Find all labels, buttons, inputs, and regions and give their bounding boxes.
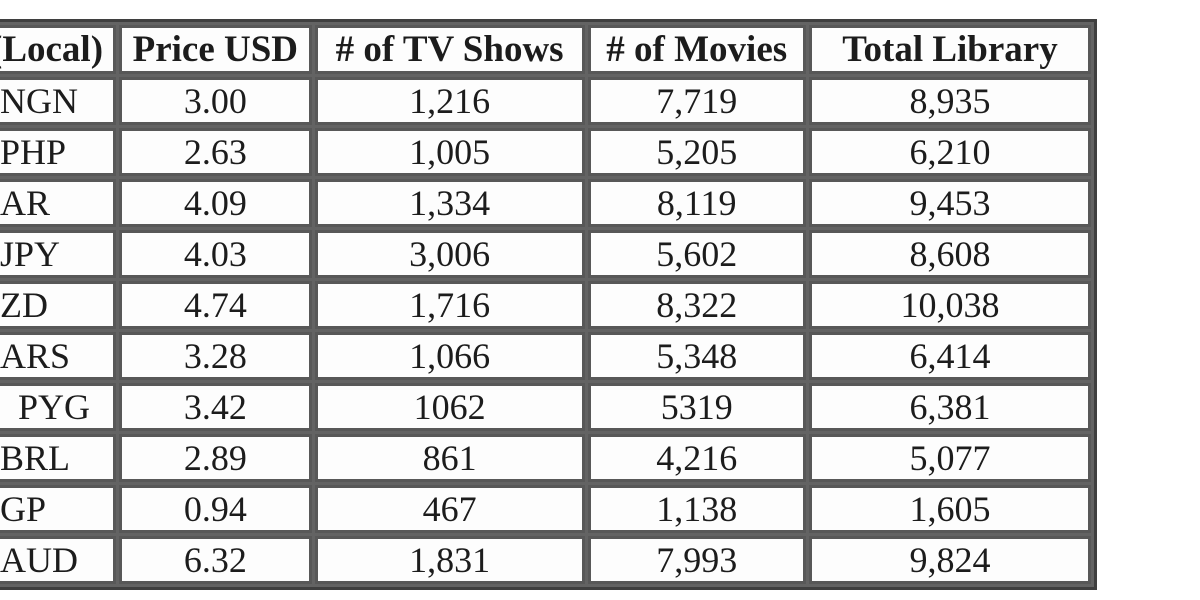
- tv-shows-cell: 1,716: [314, 281, 585, 329]
- table-row: PHP 2.63 1,005 5,205 6,210: [0, 128, 1091, 176]
- column-header-movies: # of Movies: [587, 25, 806, 74]
- table-row: ZD 4.74 1,716 8,322 10,038: [0, 281, 1091, 329]
- column-header-tv-shows: # of TV Shows: [314, 25, 585, 74]
- table-row: BRL 2.89 861 4,216 5,077: [0, 434, 1091, 482]
- movies-cell: 5319: [587, 383, 806, 431]
- total-library-cell: 6,210: [808, 128, 1091, 176]
- tv-shows-cell: 1,216: [314, 77, 585, 125]
- table-row: PYG 3.42 1062 5319 6,381: [0, 383, 1091, 431]
- currency-cell: JPY: [0, 230, 116, 278]
- price-usd-cell: 3.28: [118, 332, 312, 380]
- price-usd-cell: 4.74: [118, 281, 312, 329]
- movies-cell: 7,719: [587, 77, 806, 125]
- column-header-total-library: Total Library: [808, 25, 1091, 74]
- currency-cell: AR: [0, 179, 116, 227]
- total-library-cell: 8,935: [808, 77, 1091, 125]
- tv-shows-cell: 1,066: [314, 332, 585, 380]
- currency-cell: PHP: [0, 128, 116, 176]
- total-library-cell: 10,038: [808, 281, 1091, 329]
- movies-cell: 8,322: [587, 281, 806, 329]
- price-usd-cell: 2.63: [118, 128, 312, 176]
- table-row: GP 0.94 467 1,138 1,605: [0, 485, 1091, 533]
- price-usd-cell: 2.89: [118, 434, 312, 482]
- tv-shows-cell: 1062: [314, 383, 585, 431]
- movies-cell: 5,602: [587, 230, 806, 278]
- price-usd-cell: 4.09: [118, 179, 312, 227]
- price-usd-cell: 3.42: [118, 383, 312, 431]
- tv-shows-cell: 3,006: [314, 230, 585, 278]
- price-usd-cell: 3.00: [118, 77, 312, 125]
- movies-cell: 5,348: [587, 332, 806, 380]
- tv-shows-cell: 467: [314, 485, 585, 533]
- currency-cell: ARS: [0, 332, 116, 380]
- table-row: NGN 3.00 1,216 7,719 8,935: [0, 77, 1091, 125]
- currency-cell: NGN: [0, 77, 116, 125]
- table-row: JPY 4.03 3,006 5,602 8,608: [0, 230, 1091, 278]
- column-header-price-usd: Price USD: [118, 25, 312, 74]
- currency-cell: AUD: [0, 536, 116, 584]
- price-usd-cell: 0.94: [118, 485, 312, 533]
- total-library-cell: 9,453: [808, 179, 1091, 227]
- table-row: AUD 6.32 1,831 7,993 9,824: [0, 536, 1091, 584]
- movies-cell: 5,205: [587, 128, 806, 176]
- movies-cell: 4,216: [587, 434, 806, 482]
- currency-cell: GP: [0, 485, 116, 533]
- currency-cell: ZD: [0, 281, 116, 329]
- total-library-cell: 8,608: [808, 230, 1091, 278]
- tv-shows-cell: 1,831: [314, 536, 585, 584]
- header-row: (Local) Price USD # of TV Shows # of Mov…: [0, 25, 1091, 74]
- pricing-library-table: (Local) Price USD # of TV Shows # of Mov…: [0, 19, 1097, 590]
- currency-cell: PYG: [0, 383, 116, 431]
- movies-cell: 8,119: [587, 179, 806, 227]
- movies-cell: 1,138: [587, 485, 806, 533]
- total-library-cell: 5,077: [808, 434, 1091, 482]
- price-usd-cell: 4.03: [118, 230, 312, 278]
- table-row: ARS 3.28 1,066 5,348 6,414: [0, 332, 1091, 380]
- currency-cell: BRL: [0, 434, 116, 482]
- column-header-local-price: (Local): [0, 25, 116, 74]
- total-library-cell: 6,414: [808, 332, 1091, 380]
- tv-shows-cell: 1,005: [314, 128, 585, 176]
- tv-shows-cell: 1,334: [314, 179, 585, 227]
- table-row: AR 4.09 1,334 8,119 9,453: [0, 179, 1091, 227]
- total-library-cell: 9,824: [808, 536, 1091, 584]
- total-library-cell: 1,605: [808, 485, 1091, 533]
- movies-cell: 7,993: [587, 536, 806, 584]
- price-usd-cell: 6.32: [118, 536, 312, 584]
- tv-shows-cell: 861: [314, 434, 585, 482]
- total-library-cell: 6,381: [808, 383, 1091, 431]
